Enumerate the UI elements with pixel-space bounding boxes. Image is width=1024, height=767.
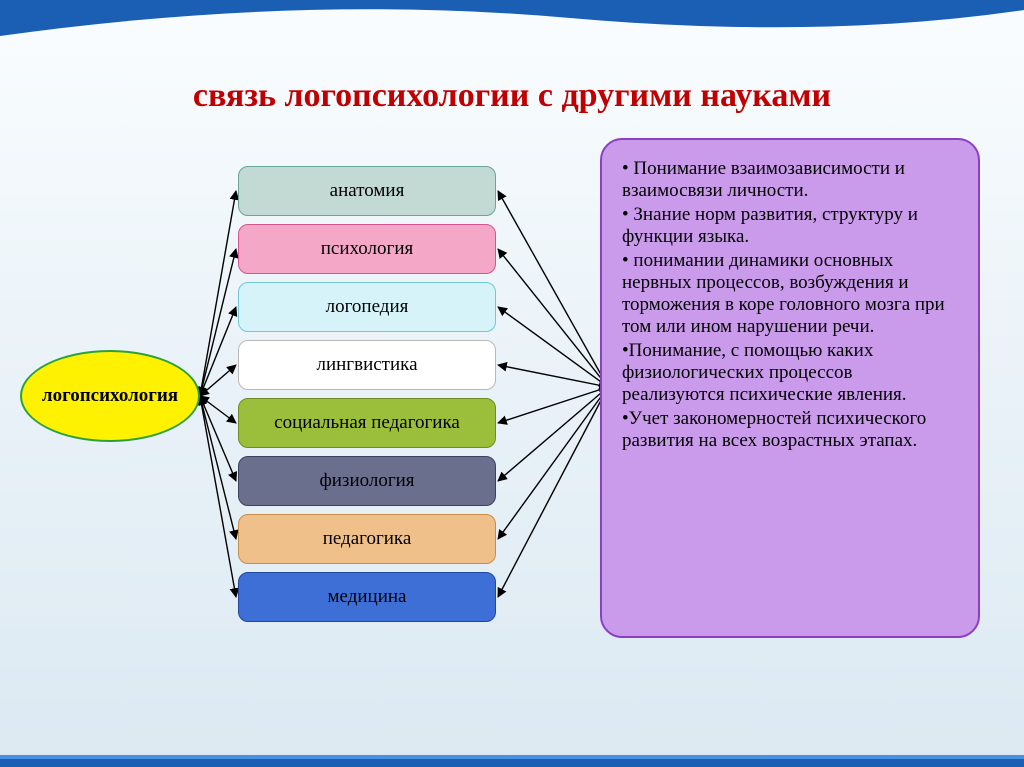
- science-box-label: педагогика: [323, 528, 412, 550]
- science-box: психология: [238, 224, 496, 274]
- bottom-line-decoration: [0, 755, 1024, 767]
- science-box-label: медицина: [328, 586, 407, 608]
- science-box-label: лингвистика: [316, 354, 417, 376]
- description-bullet: • Знание норм развития, структуру и функ…: [622, 204, 958, 248]
- science-box-label: физиология: [319, 470, 414, 492]
- central-node-oval: логопсихология: [20, 350, 200, 442]
- description-bullet: •Понимание, с помощью каких физиологичес…: [622, 340, 958, 406]
- science-box: педагогика: [238, 514, 496, 564]
- description-bullets: • Понимание взаимозависимости и взаимосв…: [622, 158, 958, 452]
- science-box-label: психология: [321, 238, 413, 260]
- science-box: физиология: [238, 456, 496, 506]
- slide-title: связь логопсихологии с другими науками: [0, 77, 1024, 115]
- science-box: социальная педагогика: [238, 398, 496, 448]
- description-callout: • Понимание взаимозависимости и взаимосв…: [600, 138, 980, 638]
- science-box-label: социальная педагогика: [274, 412, 460, 434]
- diagram-body: логопсихология анатомия психология логопед…: [0, 140, 1024, 720]
- description-bullet: •Учет закономерностей психического разви…: [622, 408, 958, 452]
- science-box: лингвистика: [238, 340, 496, 390]
- science-box: логопедия: [238, 282, 496, 332]
- science-box: анатомия: [238, 166, 496, 216]
- description-bullet: • понимании динамики основных нервных пр…: [622, 250, 958, 338]
- science-box-label: анатомия: [330, 180, 405, 202]
- top-arc-decoration: [0, 0, 1024, 60]
- science-box: медицина: [238, 572, 496, 622]
- slide-root: связь логопсихологии с другими науками л…: [0, 0, 1024, 767]
- description-bullet: • Понимание взаимозависимости и взаимосв…: [622, 158, 958, 202]
- central-node-label: логопсихология: [42, 385, 178, 407]
- science-box-label: логопедия: [326, 296, 409, 318]
